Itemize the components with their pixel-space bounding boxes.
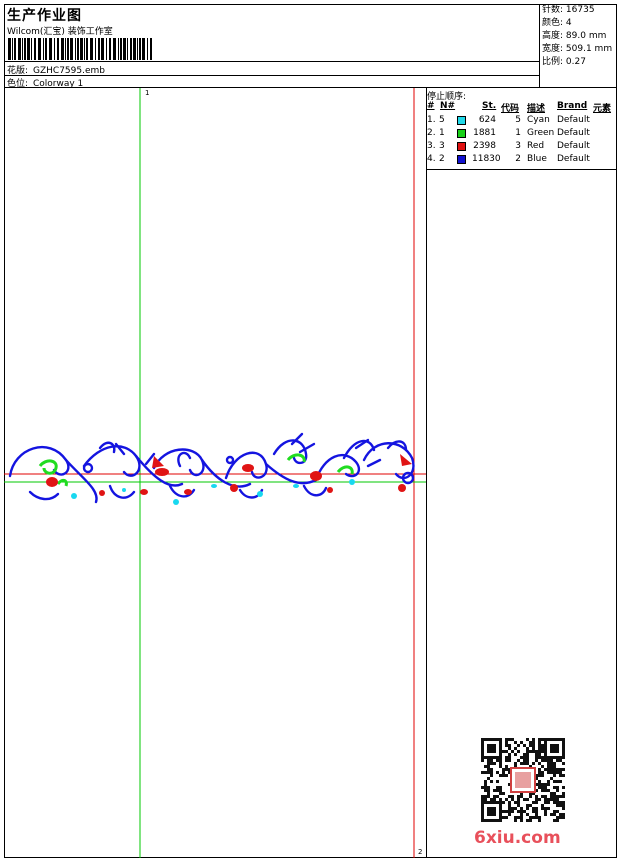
motif-green-accents xyxy=(38,453,354,487)
row-index: 4. xyxy=(427,154,436,164)
row-needle: 2 xyxy=(439,154,445,164)
col-element: 元素 xyxy=(593,104,612,114)
stop-sequence-row: 3. 3 2398 3 Red Default xyxy=(427,141,617,154)
guide-label-bottom: 2 xyxy=(418,848,423,856)
page-title: 生产作业图 xyxy=(7,8,82,24)
row-stitches: 624 xyxy=(478,115,496,125)
stat-colors: 颜色: 4 xyxy=(542,18,572,28)
stop-sequence-divider xyxy=(427,169,617,170)
company-name: Wilcom(汇宝) 装饰工作室 xyxy=(7,27,113,37)
stats-panel: 针数: 16735 颜色: 4 高度: 89.0 mm 宽度: 509.1 mm… xyxy=(540,4,617,88)
row-brand: Default xyxy=(557,128,590,138)
colorway-row: 色位: Colorway 1 xyxy=(7,76,83,89)
col-description: 描述 xyxy=(527,104,546,114)
row-description: Red xyxy=(527,141,545,151)
stop-sequence-row: 1. 5 624 5 Cyan Default xyxy=(427,115,617,128)
row-code: 5 xyxy=(515,115,521,125)
row-stitches: 11830 xyxy=(472,154,501,164)
row-index: 1. xyxy=(427,115,436,125)
color-swatch xyxy=(457,129,466,138)
header-panel: 生产作业图 Wilcom(汇宝) 装饰工作室 花版: GZHC7595.emb 色… xyxy=(4,4,540,89)
barcode xyxy=(8,38,152,60)
row-index: 2. xyxy=(427,128,436,138)
stop-sequence-row: 4. 2 11830 2 Blue Default xyxy=(427,154,617,167)
stop-sequence-columns: # N# St. 代码 描述 Brand 元素 xyxy=(427,101,617,114)
col-needle: N# xyxy=(440,101,456,111)
qr-code xyxy=(481,738,565,822)
motif-cyan-accents xyxy=(71,479,355,505)
row-code: 2 xyxy=(515,154,521,164)
row-description: Green xyxy=(527,128,555,138)
stop-sequence-row: 2. 1 1881 1 Green Default xyxy=(427,128,617,141)
design-row: 花版: GZHC7595.emb xyxy=(7,63,105,76)
embroidery-preview xyxy=(4,88,426,858)
row-brand: Default xyxy=(557,141,590,151)
row-needle: 5 xyxy=(439,115,445,125)
col-brand: Brand xyxy=(557,101,588,111)
sheet-frame xyxy=(4,4,617,858)
watermark: 6xiu.com xyxy=(474,828,561,848)
guide-label-top: 1 xyxy=(145,89,150,97)
stat-height: 高度: 89.0 mm xyxy=(542,31,607,41)
col-index: # xyxy=(427,101,435,111)
embroidery-motif xyxy=(8,432,415,504)
color-swatch xyxy=(457,155,466,164)
row-stitches: 1881 xyxy=(473,128,496,138)
row-brand: Default xyxy=(557,115,590,125)
stop-sequence-panel: 停止顺序: # N# St. 代码 描述 Brand 元素 1. 5 624 5 Cya… xyxy=(427,88,617,858)
col-code: 代码 xyxy=(501,104,520,114)
motif-red-accents xyxy=(46,454,412,496)
stat-scale: 比例: 0.27 xyxy=(542,57,586,67)
row-code: 1 xyxy=(515,128,521,138)
row-brand: Default xyxy=(557,154,590,164)
color-swatch xyxy=(457,142,466,151)
stop-sequence-title: 停止顺序: xyxy=(427,92,467,102)
row-needle: 1 xyxy=(439,128,445,138)
design-canvas xyxy=(4,88,427,858)
row-index: 3. xyxy=(427,141,436,151)
stat-width: 宽度: 509.1 mm xyxy=(542,44,613,54)
row-code: 3 xyxy=(515,141,521,151)
design-label: 花版: xyxy=(7,66,29,76)
color-swatch xyxy=(457,116,466,125)
header-divider xyxy=(4,61,539,62)
row-description: Cyan xyxy=(527,115,550,125)
colorway-value: Colorway 1 xyxy=(33,79,84,89)
header-divider-2 xyxy=(4,75,539,76)
row-description: Blue xyxy=(527,154,547,164)
col-stitches: St. xyxy=(482,101,497,111)
stat-stitches: 针数: 16735 xyxy=(542,5,595,15)
row-needle: 3 xyxy=(439,141,445,151)
design-value: GZHC7595.emb xyxy=(33,66,105,76)
row-stitches: 2398 xyxy=(473,141,496,151)
colorway-label: 色位: xyxy=(7,79,29,89)
